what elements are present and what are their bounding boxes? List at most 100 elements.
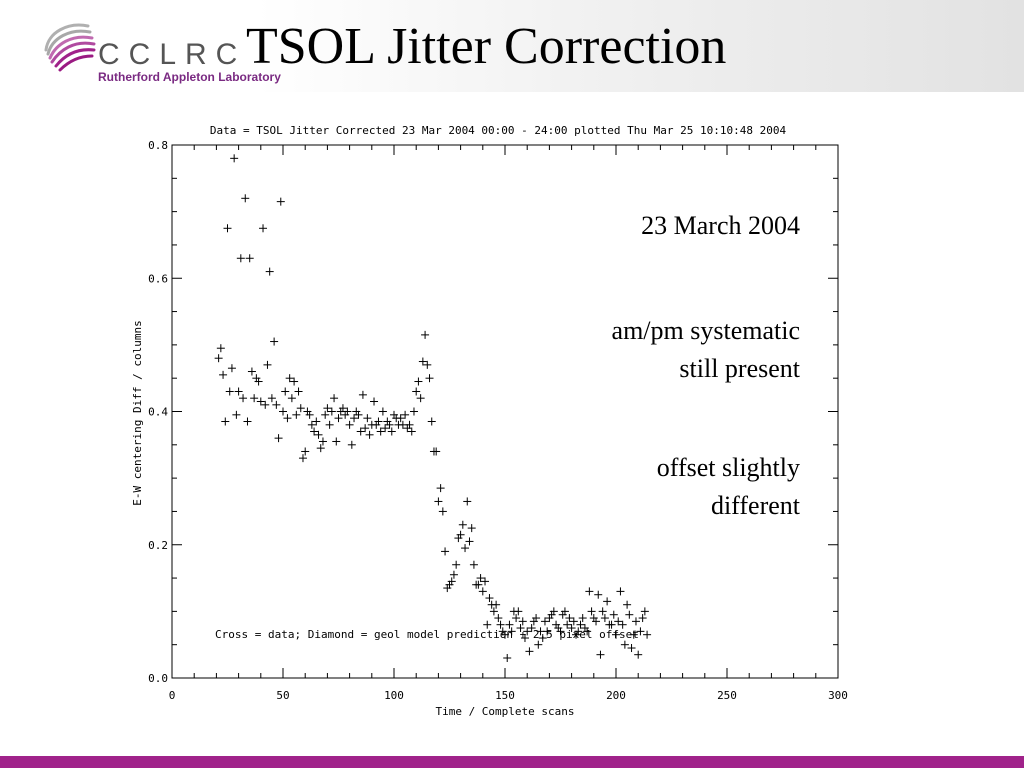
data-point bbox=[465, 537, 474, 546]
data-point bbox=[625, 610, 634, 619]
y-tick-label: 0.2 bbox=[148, 539, 168, 552]
data-point bbox=[225, 387, 234, 396]
data-point bbox=[527, 624, 536, 633]
data-point bbox=[283, 414, 292, 423]
data-point bbox=[305, 410, 314, 419]
data-point bbox=[438, 507, 447, 516]
data-point bbox=[609, 610, 618, 619]
data-point bbox=[316, 444, 325, 453]
legend-text: Cross = data; Diamond = geol model predi… bbox=[215, 628, 639, 641]
data-point bbox=[549, 607, 558, 616]
data-point bbox=[587, 607, 596, 616]
data-point bbox=[447, 577, 456, 586]
header-band bbox=[0, 0, 1024, 92]
data-point bbox=[534, 640, 543, 649]
data-point bbox=[596, 650, 605, 659]
data-point bbox=[405, 420, 414, 429]
data-point bbox=[356, 427, 365, 436]
data-point bbox=[423, 360, 432, 369]
data-point bbox=[416, 394, 425, 403]
data-point bbox=[483, 620, 492, 629]
data-point bbox=[216, 344, 225, 353]
data-point bbox=[243, 417, 252, 426]
data-point bbox=[574, 627, 583, 636]
data-point bbox=[272, 400, 281, 409]
data-point bbox=[387, 427, 396, 436]
annotation-systematic-line1: am/pm systematic bbox=[611, 316, 800, 345]
data-point bbox=[538, 634, 547, 643]
data-point bbox=[354, 410, 363, 419]
data-point bbox=[449, 570, 458, 579]
data-point bbox=[616, 587, 625, 596]
data-point bbox=[627, 644, 636, 653]
data-point bbox=[321, 410, 330, 419]
data-point bbox=[494, 614, 503, 623]
data-point bbox=[520, 634, 529, 643]
data-point bbox=[214, 354, 223, 363]
data-point bbox=[301, 447, 310, 456]
data-point bbox=[294, 387, 303, 396]
data-point bbox=[463, 497, 472, 506]
data-point bbox=[412, 387, 421, 396]
x-tick-label: 250 bbox=[717, 689, 737, 702]
data-point bbox=[507, 627, 516, 636]
data-point bbox=[365, 430, 374, 439]
data-point bbox=[276, 197, 285, 206]
data-point bbox=[476, 574, 485, 583]
data-point bbox=[418, 357, 427, 366]
data-point bbox=[310, 427, 319, 436]
data-point bbox=[425, 374, 434, 383]
data-point bbox=[259, 224, 268, 233]
data-point bbox=[407, 427, 416, 436]
data-point bbox=[545, 614, 554, 623]
data-point bbox=[314, 430, 323, 439]
data-point bbox=[467, 524, 476, 533]
data-point bbox=[274, 434, 283, 443]
data-point bbox=[232, 410, 241, 419]
data-point bbox=[307, 420, 316, 429]
data-point bbox=[376, 427, 385, 436]
data-point bbox=[432, 447, 441, 456]
data-point bbox=[401, 410, 410, 419]
data-point bbox=[518, 617, 527, 626]
data-point bbox=[363, 414, 372, 423]
data-point bbox=[421, 330, 430, 339]
data-point bbox=[241, 194, 250, 203]
data-point bbox=[441, 547, 450, 556]
data-point bbox=[221, 417, 230, 426]
data-point bbox=[558, 610, 567, 619]
data-point bbox=[403, 424, 412, 433]
data-point bbox=[607, 620, 616, 629]
data-point bbox=[323, 404, 332, 413]
annotation-offset: offset slightly different bbox=[657, 449, 800, 525]
data-point bbox=[445, 580, 454, 589]
data-point bbox=[481, 577, 490, 586]
data-point bbox=[612, 630, 620, 639]
data-point bbox=[458, 520, 467, 529]
data-point bbox=[496, 620, 505, 629]
annotation-offset-line1: offset slightly bbox=[656, 453, 800, 482]
data-point bbox=[261, 400, 270, 409]
data-point bbox=[279, 407, 287, 416]
data-point bbox=[414, 377, 423, 386]
data-point bbox=[620, 640, 629, 649]
axis-ticks bbox=[171, 144, 839, 679]
data-point bbox=[338, 404, 347, 413]
annotation-date: 23 March 2004 bbox=[641, 211, 800, 240]
data-point bbox=[256, 397, 265, 406]
data-point bbox=[287, 394, 296, 403]
data-point bbox=[461, 544, 470, 553]
data-point bbox=[614, 617, 623, 626]
data-point bbox=[623, 600, 632, 609]
data-point bbox=[374, 417, 383, 426]
data-point bbox=[592, 617, 601, 626]
data-point bbox=[540, 617, 549, 626]
data-point bbox=[532, 614, 541, 623]
data-point bbox=[390, 410, 398, 419]
data-point bbox=[267, 394, 276, 403]
data-point bbox=[265, 267, 274, 276]
data-point bbox=[454, 534, 463, 543]
y-tick-label: 0.6 bbox=[148, 272, 168, 285]
data-point bbox=[567, 624, 576, 633]
data-point bbox=[381, 424, 390, 433]
